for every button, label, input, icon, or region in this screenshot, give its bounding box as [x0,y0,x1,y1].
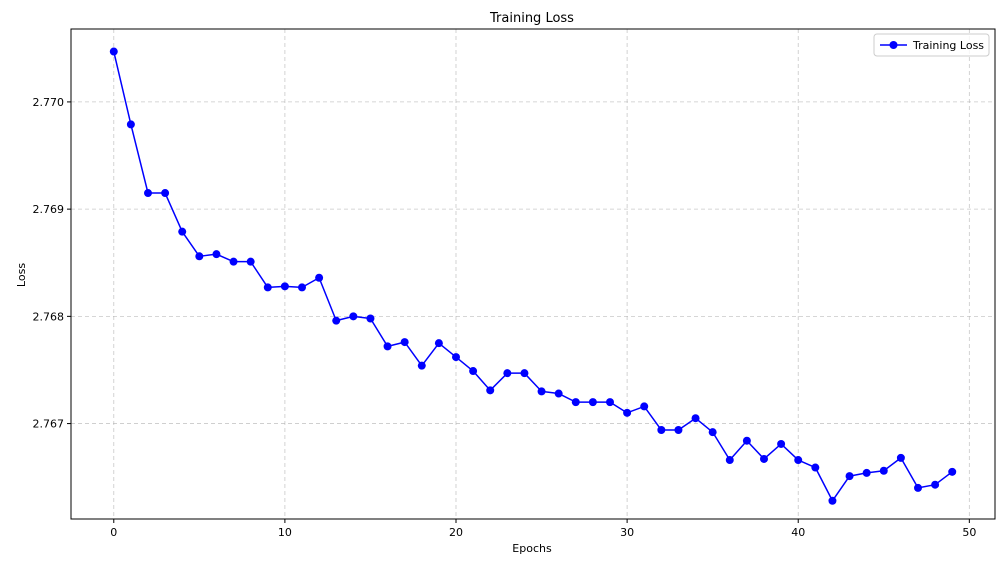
data-point [606,398,614,407]
data-point [777,439,786,448]
y-axis-label: Loss [15,263,28,287]
data-point [212,250,221,259]
data-point [845,472,854,481]
legend: Training Loss [873,33,990,57]
data-point [469,367,478,376]
data-point [298,283,306,292]
data-point [571,398,580,407]
x-tick-label: 50 [962,526,976,539]
data-point [349,312,358,321]
data-point [161,189,170,198]
y-tick-label: 2.768 [33,310,65,323]
data-point [520,369,529,378]
x-tick-label: 10 [278,526,292,539]
data-point [332,316,341,325]
data-point [366,314,375,323]
data-point [811,463,820,472]
plot-area-frame [70,28,996,520]
x-tick-label: 20 [449,526,463,539]
data-point [263,283,272,292]
legend-frame [873,33,990,57]
x-tick-label: 30 [620,526,634,539]
grid-lines [71,29,995,519]
data-point [862,468,871,477]
data-point [434,339,443,348]
data-point [914,483,922,492]
data-point [760,454,768,463]
data-point [229,257,238,266]
data-point [742,436,751,445]
y-tick-label: 2.769 [33,203,65,216]
data-point [554,389,563,398]
data-point [879,466,888,475]
y-tick-label: 2.770 [33,96,65,109]
data-point [246,257,255,266]
axis-ticks: 0 10 20 30 40 50 2.767 2.768 2.769 2.770 [33,96,977,539]
data-point [657,426,666,435]
data-point [948,467,957,476]
data-point [315,273,324,282]
data-point [503,369,512,378]
chart-title: Training Loss [489,11,574,26]
data-point [691,414,700,423]
data-point [109,47,118,56]
data-point [144,189,152,198]
data-point [383,342,392,351]
data-point [195,252,204,261]
series-layer [109,47,957,505]
data-point [623,408,632,417]
data-point [452,353,460,362]
x-tick-label: 40 [791,526,805,539]
data-point [280,282,289,291]
legend-marker-sample [889,41,898,49]
data-point [126,120,135,129]
data-point [486,386,495,395]
data-point [178,227,187,236]
data-point [640,402,649,411]
data-point [537,387,546,396]
data-point [708,428,717,437]
data-point [674,426,683,435]
data-point [400,338,409,347]
x-tick-label: 0 [110,526,117,539]
legend-entry-training-loss: Training Loss [912,39,984,52]
data-point [417,361,426,370]
data-point [794,456,803,465]
data-point [588,398,597,407]
data-point [931,480,940,489]
series-line-training-loss [113,51,953,502]
data-point [725,456,734,465]
data-point [828,496,837,505]
y-tick-label: 2.767 [33,418,65,431]
x-axis-label: Epochs [512,542,552,555]
data-point [896,453,905,462]
